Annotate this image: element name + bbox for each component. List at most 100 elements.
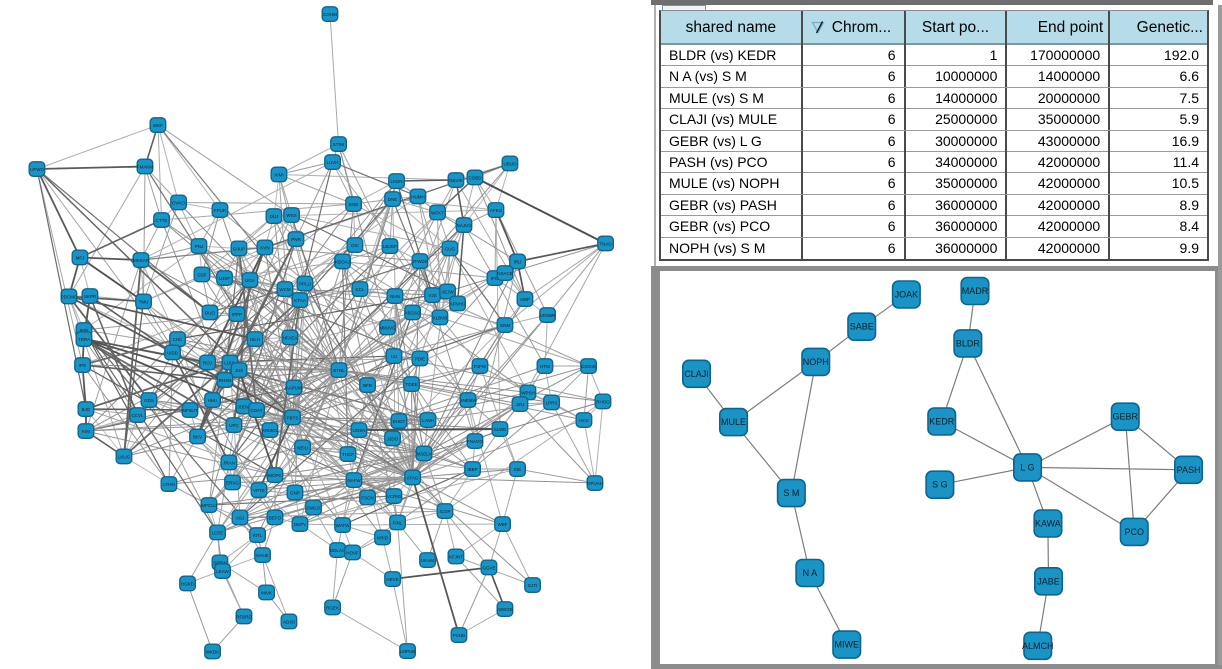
svg-text:RHOG: RHOG <box>596 399 610 404</box>
svg-text:KRID: KRID <box>377 535 389 540</box>
svg-text:WKF: WKF <box>153 123 163 128</box>
svg-text:NAHE: NAHE <box>256 553 269 558</box>
svg-text:WBF: WBF <box>498 522 508 527</box>
svg-text:JKPL: JKPL <box>79 328 90 333</box>
svg-text:CHC: CHC <box>173 337 183 342</box>
svg-text:BLDR: BLDR <box>956 338 981 348</box>
svg-text:PNR: PNR <box>291 237 301 242</box>
svg-text:CTTE: CTTE <box>156 218 168 223</box>
svg-text:BTNL: BTNL <box>333 368 345 373</box>
svg-text:JTWDS: JTWDS <box>412 259 428 264</box>
svg-text:FPUR: FPUR <box>214 208 227 213</box>
svg-text:KRMOL: KRMOL <box>262 428 279 433</box>
svg-text:HUMH: HUMH <box>411 194 425 199</box>
svg-text:PDCMC: PDCMC <box>61 294 78 299</box>
svg-text:ASJ: ASJ <box>236 515 244 520</box>
svg-text:NEIU: NEIU <box>297 445 308 450</box>
svg-text:DUO: DUO <box>205 310 215 315</box>
svg-text:ALMCH: ALMCH <box>1022 641 1054 651</box>
svg-text:L G: L G <box>1020 462 1034 472</box>
svg-text:CLAJI: CLAJI <box>684 369 709 379</box>
svg-text:UOSN: UOSN <box>352 428 365 433</box>
svg-text:UBUO: UBUO <box>503 161 517 166</box>
svg-text:GIIUP: GIIUP <box>233 246 245 251</box>
svg-text:TMU: TMU <box>139 299 149 304</box>
svg-text:AFNHG: AFNHG <box>450 301 466 306</box>
svg-text:NSACB: NSACB <box>497 271 513 276</box>
svg-text:PASH: PASH <box>1177 465 1201 475</box>
svg-text:JODW: JODW <box>237 404 251 409</box>
svg-text:LTHN: LTHN <box>163 482 174 487</box>
svg-text:PJFW: PJFW <box>474 364 487 369</box>
svg-text:WPSH: WPSH <box>521 390 535 395</box>
svg-text:NAFW: NAFW <box>347 478 361 483</box>
svg-text:HILN: HILN <box>250 337 260 342</box>
svg-text:GNP: GNP <box>290 490 300 495</box>
svg-text:FMAKM: FMAKM <box>137 164 154 169</box>
svg-text:BOD: BOD <box>349 202 360 207</box>
svg-text:RBVIK: RBVIK <box>449 178 463 183</box>
svg-text:EHGT: EHGT <box>393 419 406 424</box>
svg-text:LUUL: LUUL <box>224 360 236 365</box>
svg-text:FINL: FINL <box>393 520 403 525</box>
svg-text:AEJW: AEJW <box>441 289 454 294</box>
svg-text:UPC: UPC <box>229 423 239 428</box>
svg-text:S M: S M <box>783 488 799 498</box>
svg-text:UGA: UGA <box>245 278 255 283</box>
svg-text:HGKD: HGKD <box>181 581 195 586</box>
svg-text:CCVL: CCVL <box>131 413 144 418</box>
svg-text:SPEW: SPEW <box>213 560 227 565</box>
svg-text:N A: N A <box>803 568 818 578</box>
svg-text:JIRJ: JIRJ <box>516 402 525 407</box>
svg-text:MULE: MULE <box>721 417 746 427</box>
svg-text:UJSP: UJSP <box>219 276 231 281</box>
svg-text:MADR: MADR <box>962 286 989 296</box>
svg-text:DGGIS: DGGIS <box>581 364 596 369</box>
svg-text:LEAW: LEAW <box>216 569 229 574</box>
svg-text:GWLO: GWLO <box>307 505 321 510</box>
svg-text:LUVH: LUVH <box>326 160 338 165</box>
svg-text:NHN: NHN <box>390 294 400 299</box>
svg-text:RFBRD: RFBRD <box>236 614 252 619</box>
svg-text:COHM: COHM <box>323 12 337 17</box>
svg-text:PPLU: PPLU <box>299 281 311 286</box>
svg-text:LJWH: LJWH <box>422 418 434 423</box>
svg-text:DUJ: DUJ <box>270 214 279 219</box>
svg-text:UFWD: UFWD <box>30 167 44 172</box>
svg-text:HCV: HCV <box>579 418 589 423</box>
svg-text:CDAT: CDAT <box>251 408 263 413</box>
svg-text:LPRS: LPRS <box>546 400 558 405</box>
svg-text:IVMI: IVMI <box>274 172 283 177</box>
svg-text:AWP: AWP <box>520 297 530 302</box>
svg-text:KAWA: KAWA <box>1035 519 1061 529</box>
svg-text:JOAK: JOAK <box>895 290 919 300</box>
svg-text:COBD: COBD <box>468 175 482 180</box>
svg-text:PDIE: PDIE <box>415 356 426 361</box>
svg-text:IPPP: IPPP <box>232 312 242 317</box>
svg-text:VJS: VJS <box>428 293 436 298</box>
svg-text:BJG: BJG <box>82 407 91 412</box>
svg-text:NAJUV: NAJUV <box>457 223 472 228</box>
svg-text:BKV: BKV <box>193 434 202 439</box>
svg-text:LCFE: LCFE <box>212 530 224 535</box>
svg-text:KFJNT: KFJNT <box>449 554 463 559</box>
svg-text:WFKT: WFKT <box>431 210 444 215</box>
svg-text:TOEE: TOEE <box>405 382 417 387</box>
svg-text:RGEK: RGEK <box>326 605 339 610</box>
svg-text:MFJ: MFJ <box>76 255 85 260</box>
svg-text:TNAG: TNAG <box>599 241 612 246</box>
svg-text:DVKO: DVKO <box>172 200 185 205</box>
svg-text:JABE: JABE <box>1037 576 1060 586</box>
svg-text:KLBVB: KLBVB <box>433 315 448 320</box>
svg-text:AFKO: AFKO <box>490 208 503 213</box>
svg-text:MPCUJ: MPCUJ <box>201 503 217 508</box>
svg-text:GJTI: GJTI <box>528 583 538 588</box>
svg-text:AEEGE: AEEGE <box>497 607 513 612</box>
svg-text:HFAEA: HFAEA <box>283 335 298 340</box>
svg-text:ADJO: ADJO <box>283 619 296 624</box>
svg-text:HEVK: HEVK <box>386 577 398 582</box>
svg-text:KIM: KIM <box>82 429 90 434</box>
svg-text:ERVG: ERVG <box>226 480 239 485</box>
svg-text:OPUAH: OPUAH <box>587 481 603 486</box>
svg-text:PNJ: PNJ <box>195 244 204 249</box>
